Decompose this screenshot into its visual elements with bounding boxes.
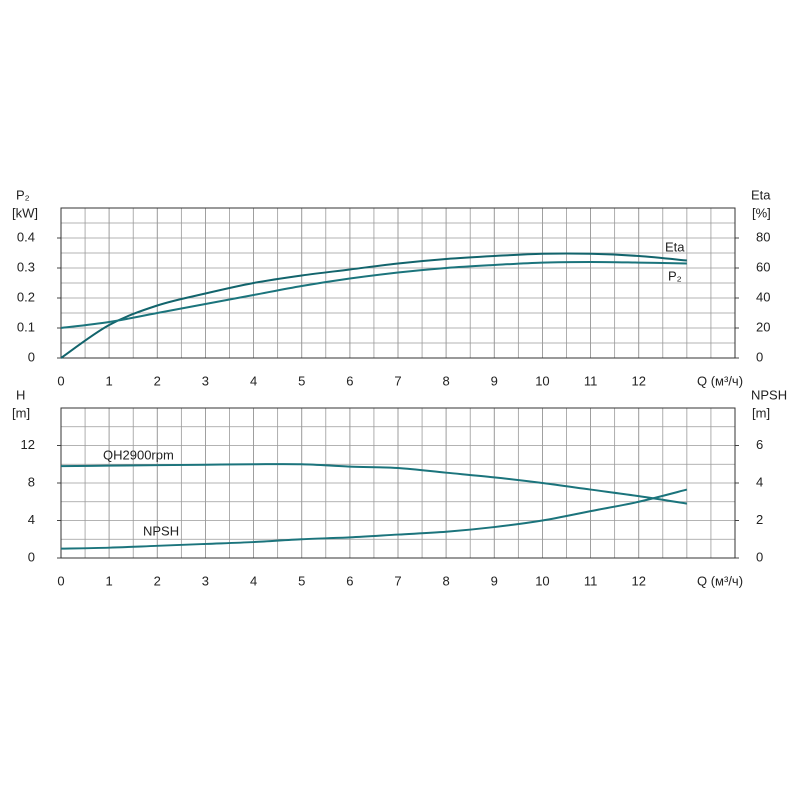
series-line [60,463,688,505]
x-tick-label: 12 [631,373,645,388]
series-label: QH2900rpm [103,447,174,462]
x-tick-label: 6 [346,573,353,588]
plot-frame [60,407,736,559]
x-tick-label: 7 [394,373,401,388]
y-tick-label: 8 [28,474,35,489]
y2-axis-unit: [m] [752,405,770,420]
y-axis-label: P₂ [16,187,30,202]
y2-tick-label: 60 [756,259,770,274]
x-tick-label: 6 [346,373,353,388]
x-tick-label: 8 [443,373,450,388]
series-line [60,260,687,329]
y-tick-label: 0 [28,549,35,564]
y2-tick-label: 6 [756,437,763,452]
series-label: P₂ [668,268,682,283]
y-tick-label: 0 [28,349,35,364]
x-tick-label: 1 [106,573,113,588]
series-label: NPSH [143,523,179,538]
y2-tick-label: 0 [756,549,763,564]
y2-axis-label: Eta [751,187,771,202]
y-tick-label: 0.1 [17,319,35,334]
series-label: Eta [665,239,685,254]
x-tick-label: 11 [584,373,598,388]
y2-tick-label: 2 [756,512,763,527]
y-axis-label: H [16,387,25,402]
x-tick-label: 9 [491,373,498,388]
x-tick-label: 8 [443,573,450,588]
x-tick-label: 10 [535,373,549,388]
x-tick-label: 4 [250,573,257,588]
y2-tick-label: 40 [756,289,770,304]
x-tick-label: 1 [106,373,113,388]
x-axis-label: Q (м³/ч) [697,573,743,588]
x-tick-label: 0 [57,373,64,388]
x-tick-label: 10 [535,573,549,588]
y-tick-label: 0.2 [17,289,35,304]
y2-tick-label: 0 [756,349,763,364]
y-tick-label: 0.3 [17,259,35,274]
x-tick-label: 9 [491,573,498,588]
y2-tick-label: 4 [756,474,763,489]
x-tick-label: 12 [631,573,645,588]
x-tick-label: 11 [584,573,598,588]
plot-frame [60,207,736,359]
x-axis-label: Q (м³/ч) [697,373,743,388]
y-axis-unit: [kW] [12,205,38,220]
y-tick-label: 4 [28,512,35,527]
x-tick-label: 3 [202,573,209,588]
x-tick-label: 7 [394,573,401,588]
x-tick-label: 5 [298,373,305,388]
x-tick-label: 5 [298,573,305,588]
x-tick-label: 0 [57,573,64,588]
y2-axis-label: NPSH [751,387,787,402]
x-tick-label: 2 [154,373,161,388]
y2-tick-label: 20 [756,319,770,334]
y-tick-label: 0.4 [17,229,35,244]
x-tick-label: 4 [250,373,257,388]
x-tick-label: 3 [202,373,209,388]
y2-tick-label: 80 [756,229,770,244]
series-line [60,252,687,359]
y2-axis-unit: [%] [752,205,771,220]
x-tick-label: 2 [154,573,161,588]
y-tick-label: 12 [21,437,35,452]
y-axis-unit: [m] [12,405,30,420]
series-line [60,488,688,550]
